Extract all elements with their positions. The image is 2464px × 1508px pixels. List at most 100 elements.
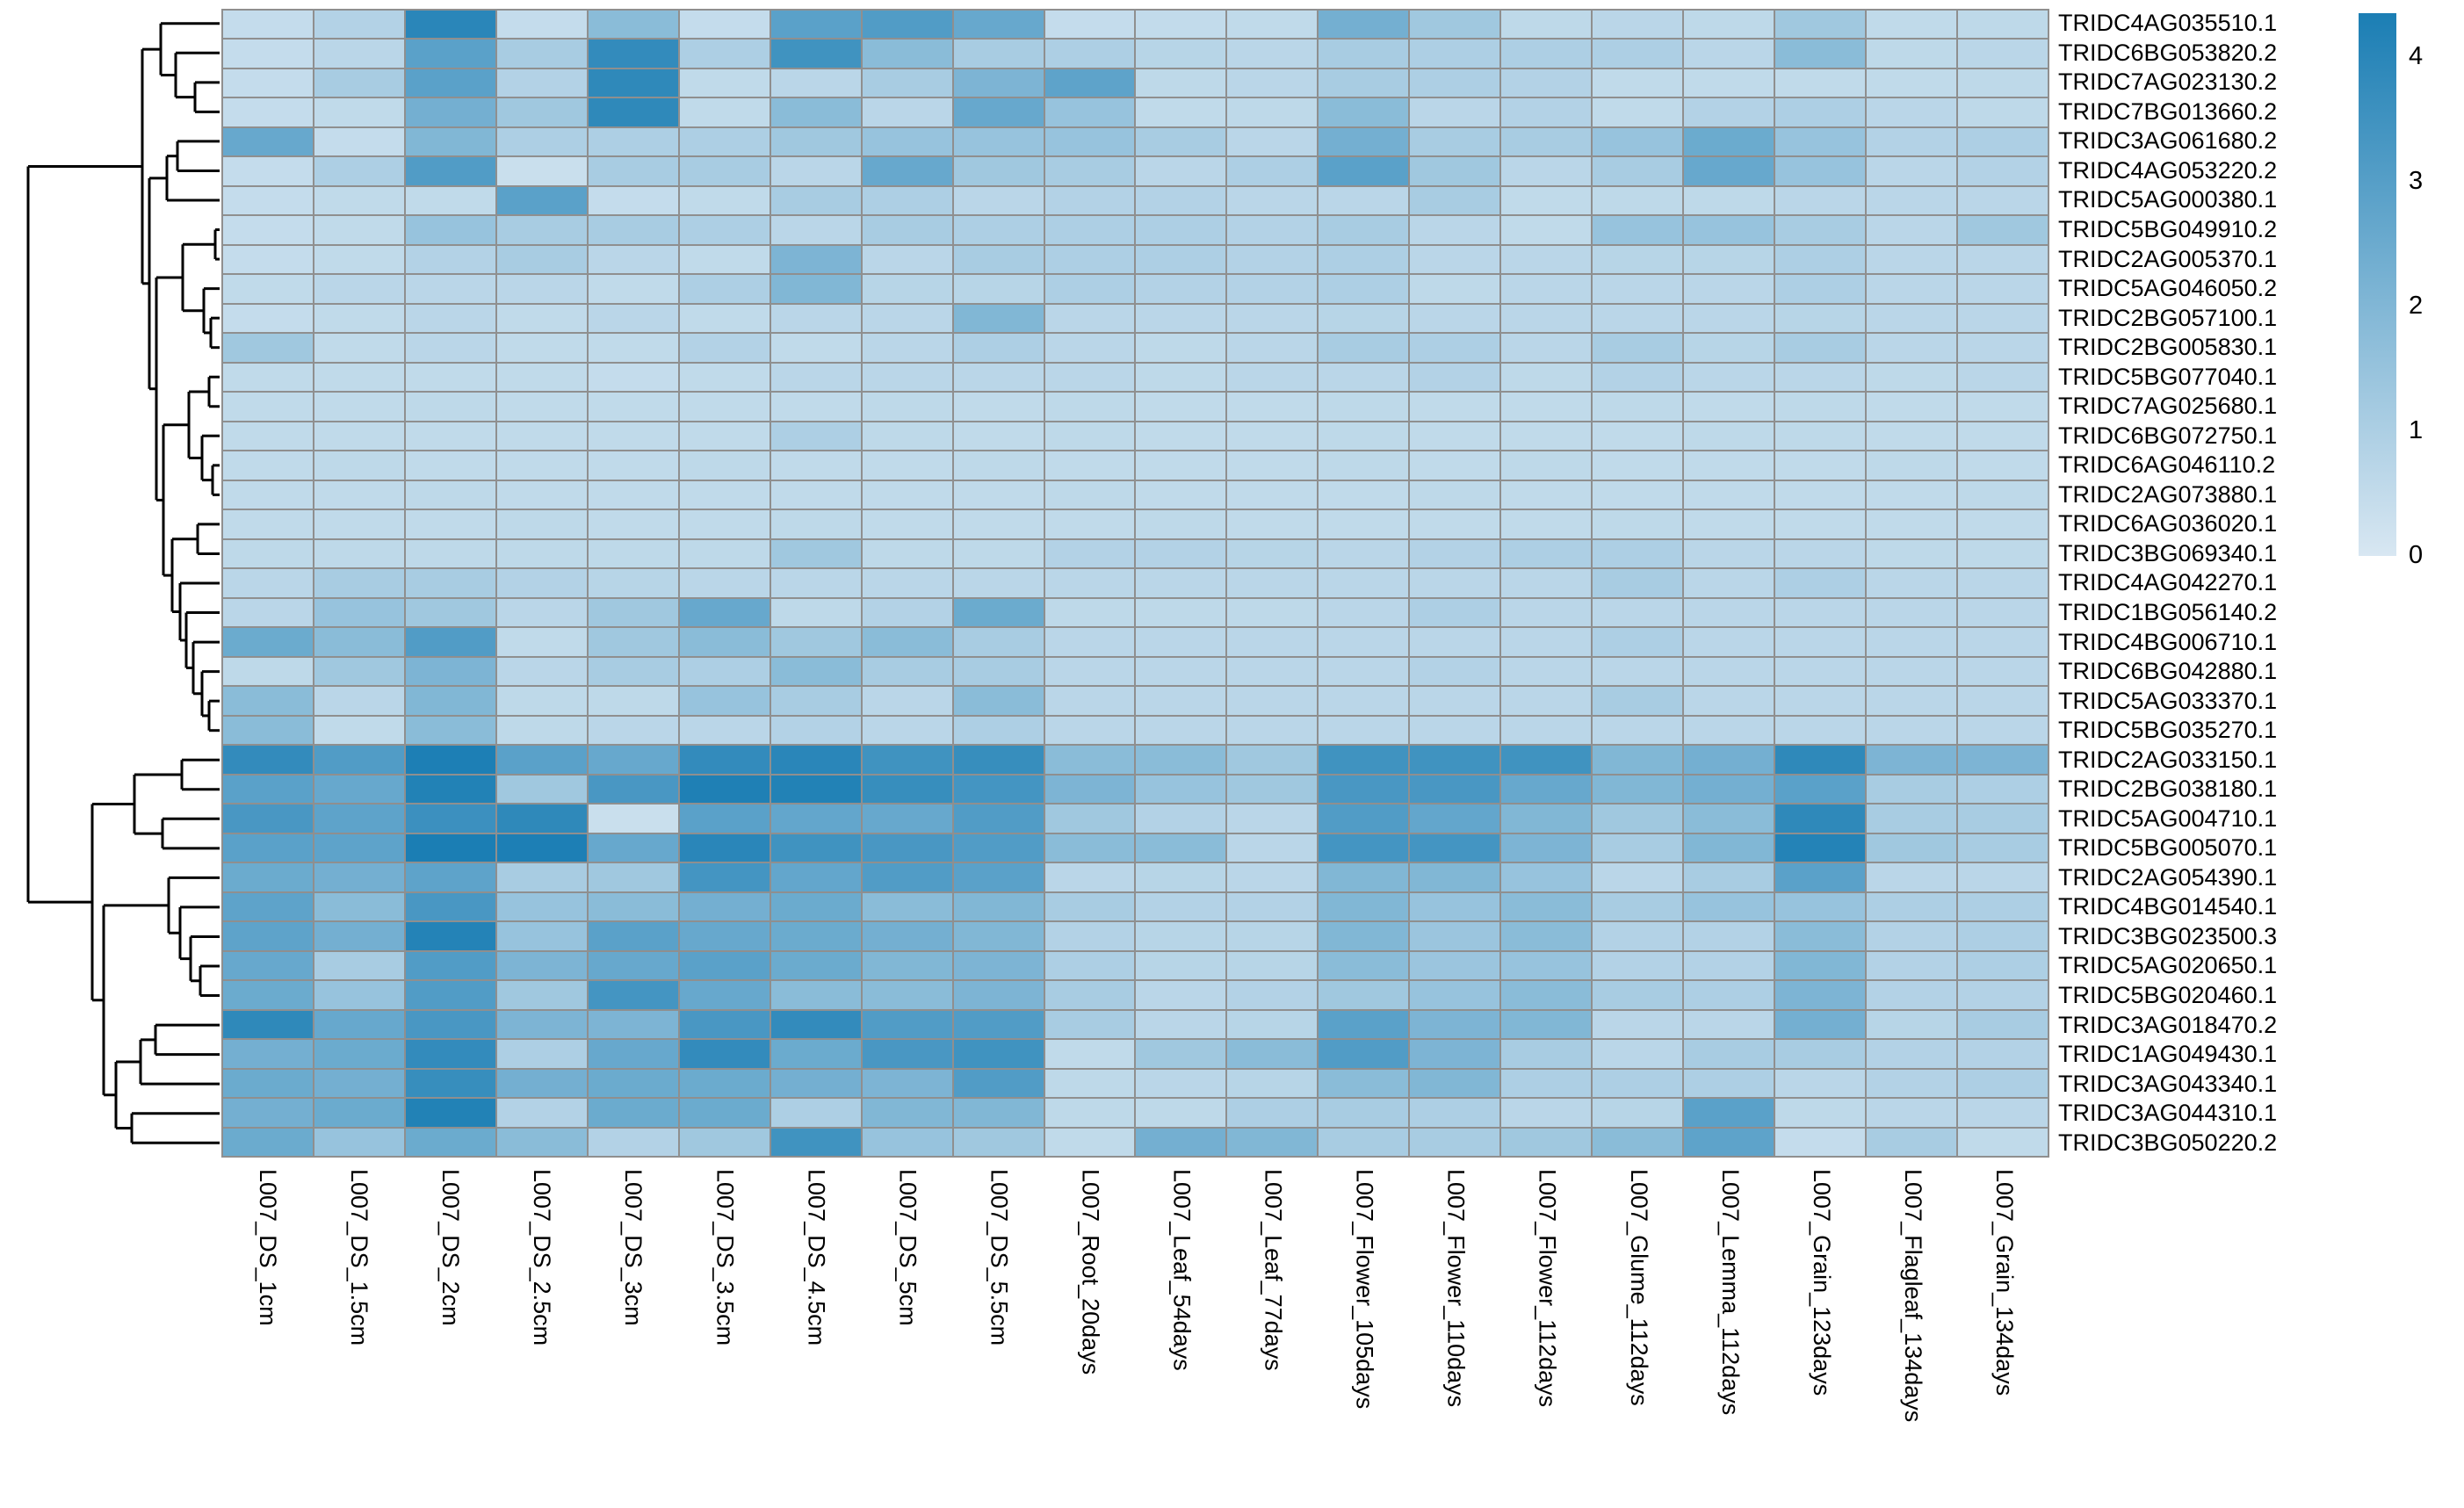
heatmap-cell xyxy=(405,157,495,185)
heatmap-cell xyxy=(405,833,495,862)
row-label: TRIDC4AG042270.1 xyxy=(2058,569,2278,596)
heatmap-cell xyxy=(1958,157,2048,185)
heatmap-cell xyxy=(1501,569,1592,597)
heatmap-cell xyxy=(496,716,587,745)
heatmap-cell xyxy=(1410,569,1500,597)
heatmap-cell xyxy=(679,186,770,215)
heatmap-cell xyxy=(953,510,1044,538)
heatmap-cell xyxy=(1410,539,1500,568)
heatmap-cell xyxy=(1501,510,1592,538)
heatmap-cell xyxy=(1044,1040,1135,1068)
heatmap-cell xyxy=(405,775,495,804)
heatmap-cell xyxy=(588,127,678,156)
heatmap-cell xyxy=(1684,157,1774,185)
heatmap-cell xyxy=(1867,1099,1957,1127)
heatmap-cell xyxy=(405,746,495,774)
heatmap-cell xyxy=(314,863,404,891)
heatmap-cell xyxy=(1958,833,2048,862)
heatmap-cell xyxy=(1867,892,1957,921)
heatmap-cell xyxy=(679,480,770,509)
heatmap-cell xyxy=(953,628,1044,656)
heatmap-cell xyxy=(1136,451,1226,480)
heatmap-cell xyxy=(496,863,587,891)
heatmap-cell xyxy=(223,69,313,97)
heatmap-cell xyxy=(1593,127,1683,156)
heatmap-cell xyxy=(953,922,1044,950)
heatmap-cell xyxy=(588,892,678,921)
heatmap-cell xyxy=(1593,275,1683,303)
heatmap-cell xyxy=(496,1010,587,1039)
heatmap-cell xyxy=(1501,451,1592,480)
heatmap-cell xyxy=(223,11,313,39)
heatmap-cell xyxy=(1044,775,1135,804)
row-label: TRIDC2AG073880.1 xyxy=(2058,480,2278,508)
heatmap-cell xyxy=(314,892,404,921)
heatmap-cell xyxy=(1958,40,2048,68)
heatmap-cell xyxy=(1593,775,1683,804)
heatmap-cell xyxy=(1867,1040,1957,1068)
heatmap-cell xyxy=(223,1010,313,1039)
heatmap-cell xyxy=(953,1099,1044,1127)
heatmap-cell xyxy=(1867,569,1957,597)
heatmap-cell xyxy=(1958,1099,2048,1127)
heatmap-cell xyxy=(1501,245,1592,274)
heatmap-cell xyxy=(1227,510,1318,538)
heatmap-cell xyxy=(770,539,861,568)
heatmap-cell xyxy=(1227,275,1318,303)
heatmap-cell xyxy=(496,951,587,980)
heatmap-cell xyxy=(1319,598,1409,627)
heatmap-cell xyxy=(862,304,952,333)
heatmap-cell xyxy=(223,245,313,274)
heatmap-cell xyxy=(588,451,678,480)
heatmap-cell xyxy=(1684,716,1774,745)
heatmap-cell xyxy=(1867,40,1957,68)
heatmap-cell xyxy=(679,1010,770,1039)
row-label: TRIDC5AG020650.1 xyxy=(2058,952,2278,979)
heatmap-cell xyxy=(1684,40,1774,68)
heatmap-cell xyxy=(1410,451,1500,480)
heatmap-cell xyxy=(953,186,1044,215)
heatmap-cell xyxy=(1958,510,2048,538)
heatmap-cell xyxy=(1775,981,1866,1009)
heatmap-cell xyxy=(953,275,1044,303)
heatmap-cell xyxy=(1410,628,1500,656)
heatmap-cell xyxy=(862,40,952,68)
heatmap-cell xyxy=(223,1128,313,1156)
heatmap-cell xyxy=(1319,805,1409,833)
heatmap-cell xyxy=(1593,157,1683,185)
heatmap-cell xyxy=(953,833,1044,862)
heatmap-cell xyxy=(1684,1010,1774,1039)
heatmap-cell xyxy=(223,598,313,627)
heatmap-cell xyxy=(1958,1069,2048,1098)
heatmap-cell xyxy=(223,363,313,392)
row-label: TRIDC1BG056140.2 xyxy=(2058,599,2278,626)
heatmap-cell xyxy=(223,127,313,156)
heatmap-cell xyxy=(1958,539,2048,568)
heatmap-cell xyxy=(770,951,861,980)
heatmap-cell xyxy=(1684,451,1774,480)
heatmap-cell xyxy=(1136,833,1226,862)
heatmap-cell xyxy=(588,422,678,451)
heatmap-cell xyxy=(770,157,861,185)
heatmap-cell xyxy=(314,98,404,126)
heatmap-cell xyxy=(1684,186,1774,215)
heatmap-cell xyxy=(1227,216,1318,244)
heatmap-cell xyxy=(405,11,495,39)
heatmap-cell xyxy=(770,127,861,156)
heatmap-cell xyxy=(1319,628,1409,656)
heatmap-cell xyxy=(1867,363,1957,392)
col-label: L007_Leaf_77days xyxy=(1260,1169,1287,1371)
heatmap-cell xyxy=(1775,1128,1866,1156)
heatmap-cell xyxy=(1684,805,1774,833)
row-label: TRIDC6BG042880.1 xyxy=(2058,658,2278,685)
heatmap-cell xyxy=(679,363,770,392)
heatmap-cell xyxy=(679,1099,770,1127)
heatmap-cell xyxy=(1958,245,2048,274)
heatmap-cell xyxy=(1410,1040,1500,1068)
heatmap-cell xyxy=(953,805,1044,833)
heatmap-cell xyxy=(1410,216,1500,244)
heatmap-cell xyxy=(679,805,770,833)
heatmap-cell xyxy=(1684,775,1774,804)
heatmap-cell xyxy=(1319,657,1409,686)
heatmap-cell xyxy=(770,716,861,745)
